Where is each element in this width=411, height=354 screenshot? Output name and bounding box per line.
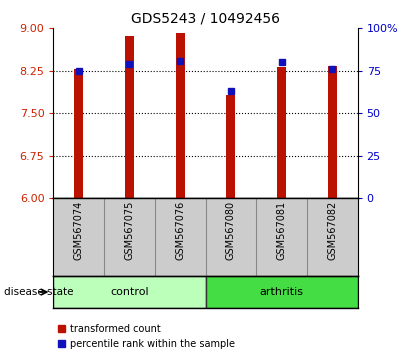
Text: GSM567075: GSM567075 [125,201,134,260]
Bar [175,33,185,198]
Bar [328,66,337,198]
Bar [74,69,83,198]
Text: arthritis: arthritis [259,287,304,297]
Text: control: control [110,287,149,297]
Bar [277,67,286,198]
Title: GDS5243 / 10492456: GDS5243 / 10492456 [131,12,280,26]
Bar [125,36,134,198]
FancyBboxPatch shape [206,276,358,308]
FancyBboxPatch shape [53,276,206,308]
Text: GSM567081: GSM567081 [277,201,286,260]
Text: GSM567074: GSM567074 [74,201,84,260]
Text: GSM567082: GSM567082 [327,201,337,260]
Text: disease state: disease state [4,287,74,297]
Text: GSM567076: GSM567076 [175,201,185,260]
Bar [226,95,236,198]
Legend: transformed count, percentile rank within the sample: transformed count, percentile rank withi… [58,324,235,349]
Text: GSM567080: GSM567080 [226,201,236,260]
